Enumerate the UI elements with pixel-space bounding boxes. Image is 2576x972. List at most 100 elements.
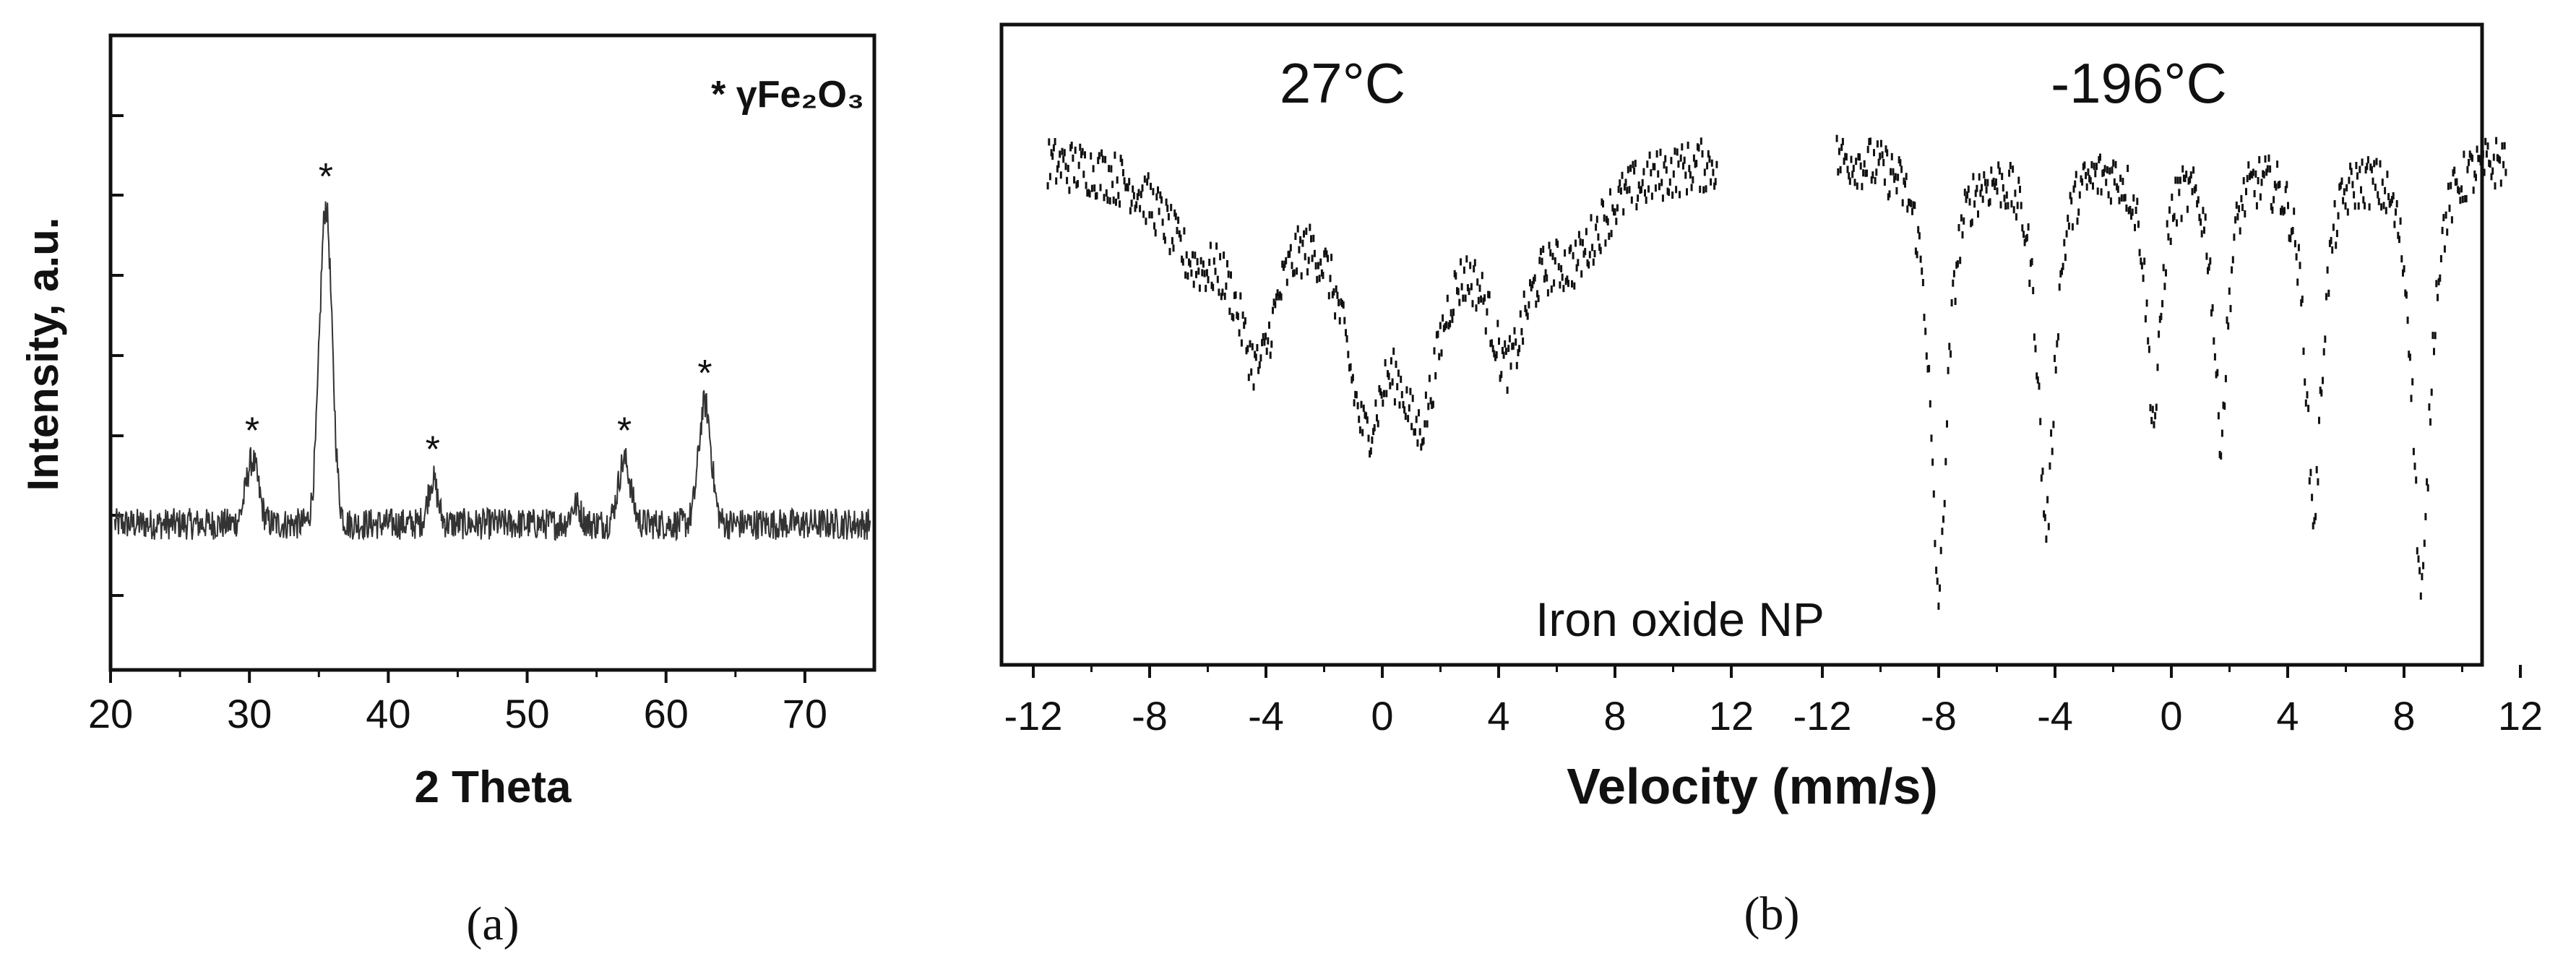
data-point [2450,216,2453,224]
data-point [1841,137,1844,145]
data-point [1281,260,1284,268]
data-point [1079,143,1082,151]
data-point [1843,158,1845,165]
data-point [2165,269,2167,277]
data-point [1991,179,1994,187]
data-point [1917,225,1920,233]
data-point [2322,348,2325,356]
spectrum-points [1046,137,1718,458]
data-point [1483,294,1486,302]
data-point [2348,176,2351,184]
data-point [2167,233,2170,241]
data-point [1475,304,1478,312]
data-point [2408,353,2411,361]
data-point [2135,207,2137,214]
data-point [1488,291,1491,298]
data-point [2262,170,2265,178]
data-point [1619,179,1621,187]
data-point [2179,176,2181,184]
data-point [1455,272,1457,280]
data-point [2220,429,2223,437]
data-point [1868,138,1871,145]
data-point [1305,228,1308,235]
data-point [2063,238,2066,246]
data-point [1677,160,1680,168]
panel-b-spectra [1046,134,2507,610]
data-point [2220,452,2223,460]
data-point [1487,291,1490,298]
data-point [1981,195,1984,203]
data-point [1212,283,1215,291]
data-point [2010,200,2013,208]
peak-marker: * [245,410,259,452]
data-point [2463,150,2465,158]
data-point [1855,158,1858,165]
data-point [2444,211,2447,219]
data-point [2338,183,2341,191]
data-point [1189,260,1192,268]
data-point [1489,340,1492,348]
data-point [2247,161,2250,169]
data-point [1513,327,1516,335]
data-point [2058,283,2061,291]
data-point [2039,418,2042,426]
data-point [1597,233,1600,241]
data-point [2464,195,2467,203]
data-point [2147,337,2150,345]
panel-b-mossbauer-chart: -12 -8 -4 0 4 8 12 -12 -8 -4 0 4 8 12 27°C -196°C Iro… [999,22,2543,940]
data-point [1084,151,1086,159]
data-point [1147,172,1150,180]
data-point [2278,181,2281,188]
data-point [2113,178,2116,186]
data-point [2136,197,2139,205]
data-point [1604,239,1607,247]
data-point [1658,183,1660,191]
data-point [1839,165,1842,173]
data-point [2239,227,2241,235]
data-point [1142,210,1145,218]
data-point [2033,333,2036,341]
data-point [1090,184,1093,192]
data-point [1906,205,1909,213]
data-point [1119,200,1121,208]
data-point [2283,207,2286,215]
data-point [1186,272,1189,280]
data-point [2332,223,2335,231]
data-point [1559,281,1561,289]
data-point [1572,251,1575,259]
data-point [2227,322,2230,330]
data-point [1073,176,1076,184]
data-point [2291,227,2294,234]
data-point [2264,155,2267,163]
data-point [1124,184,1127,192]
data-point [1665,166,1668,174]
data-point [1387,370,1389,378]
data-point [2403,265,2405,272]
data-point [1879,139,1882,147]
data-point [2502,160,2505,168]
data-point [2078,191,2081,199]
data-point [1127,184,1129,192]
data-point [1414,428,1416,436]
data-point [1689,171,1692,179]
data-point [2486,142,2489,150]
data-point [1258,361,1261,369]
data-point [1062,155,1065,163]
data-point [2273,196,2275,204]
data-point [2085,183,2088,191]
data-point [2384,186,2387,194]
data-point [1267,337,1270,345]
data-point [1551,252,1554,260]
data-point [2437,293,2439,301]
data-point [2173,212,2176,220]
data-point [1848,172,1851,180]
data-point [1700,137,1702,145]
data-point [2255,202,2258,210]
data-point [1566,275,1569,283]
data-point [1515,338,1517,346]
data-point [2023,238,2026,246]
data-point [2246,175,2249,183]
spectrum-points [1835,134,2507,610]
data-point [1974,189,1977,197]
data-point [2071,223,2074,231]
